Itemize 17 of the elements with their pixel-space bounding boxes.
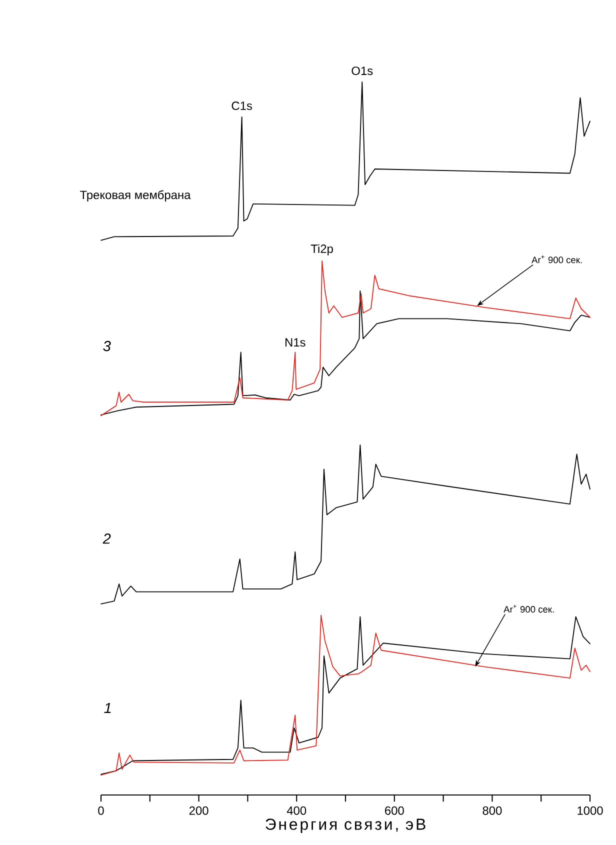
- x-axis-title: Энергия связи, эВ: [266, 818, 426, 834]
- annotation: Ar$^{+}$ 900 сек.: [532, 255, 582, 264]
- x-tick-label: 1000: [578, 806, 603, 815]
- annotation: C1s: [232, 102, 252, 110]
- annotation: 1: [104, 702, 111, 714]
- annotation: Трековая мембрана: [80, 190, 191, 202]
- x-tick-label: 800: [482, 806, 502, 815]
- annotation: O1s: [352, 66, 373, 76]
- x-tick-label: 400: [286, 806, 306, 815]
- x-tick-label: 200: [189, 806, 208, 815]
- annotation: N1s: [285, 338, 306, 347]
- annotation: Ti2p: [310, 244, 333, 256]
- x-tick-label: 600: [385, 806, 404, 815]
- x-tick-label: 0: [98, 806, 104, 815]
- annotation: Ar$^{+}$ 900 сек.: [504, 604, 554, 613]
- annotation: 2: [102, 533, 111, 544]
- annotation: 3: [103, 340, 111, 352]
